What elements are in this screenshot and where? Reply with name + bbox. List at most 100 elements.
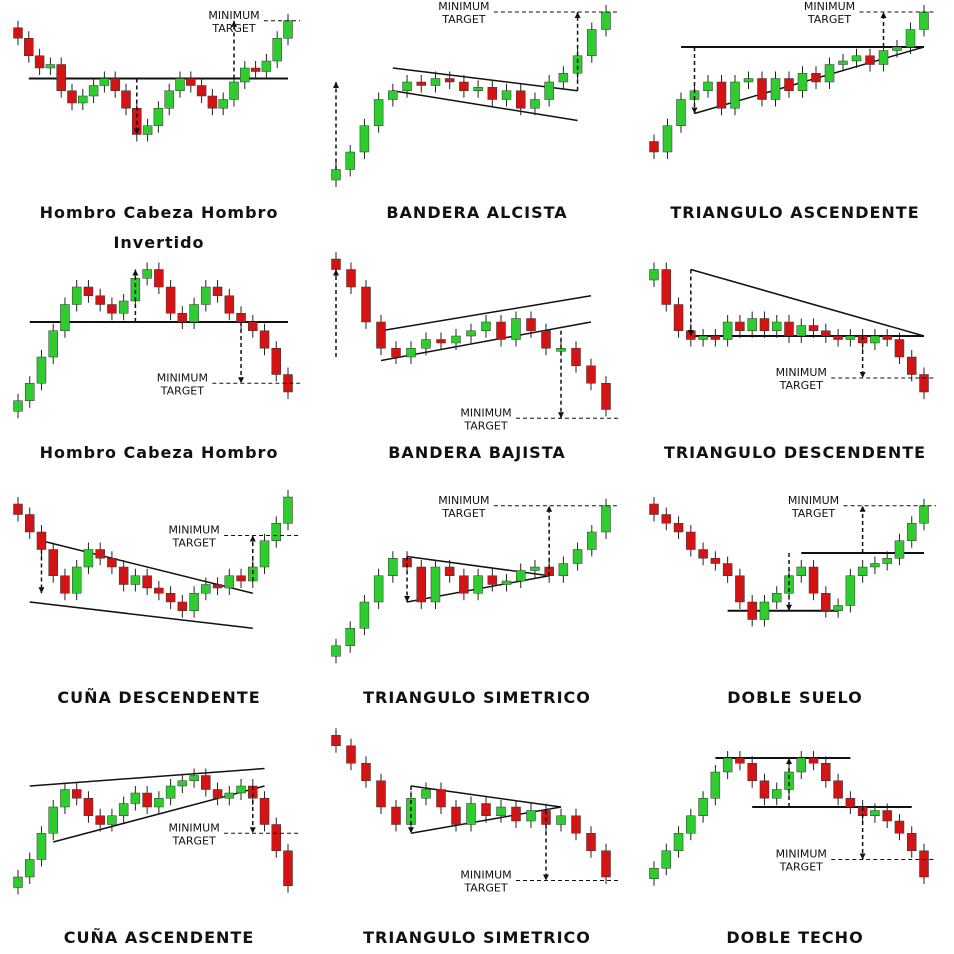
bearish-candle — [121, 90, 131, 109]
minimum-target-label: MINIMUM — [460, 406, 511, 419]
bearish-candle — [107, 558, 117, 568]
bullish-candle — [919, 11, 929, 30]
pattern-title: TRIANGULO ASCENDENTE — [636, 198, 954, 228]
bullish-candle — [430, 78, 441, 86]
bearish-candle — [487, 575, 498, 585]
bearish-candle — [894, 339, 905, 358]
bearish-candle — [165, 593, 176, 603]
bearish-candle — [759, 318, 770, 331]
pattern-title: BANDERA ALCISTA — [318, 198, 636, 228]
bullish-candle — [153, 108, 164, 126]
bearish-candle — [236, 313, 246, 323]
bullish-candle — [511, 318, 521, 340]
bearish-candle — [177, 313, 188, 323]
bullish-candle — [530, 99, 540, 109]
bullish-candle — [710, 771, 721, 799]
bearish-candle — [250, 67, 261, 72]
bullish-candle — [797, 73, 808, 91]
bullish-candle — [796, 325, 807, 337]
bullish-candle — [743, 78, 754, 83]
arrow-head-icon — [333, 269, 339, 276]
bullish-candle — [587, 29, 597, 56]
pattern-title: Hombro Cabeza Hombro Invertido — [0, 198, 318, 258]
pattern-title-line: TRIANGULO DESCENDENTE — [663, 443, 927, 462]
bullish-candle — [771, 321, 782, 331]
pattern-panel: MINIMUM TARGET Hombro Cabeza Hombro — [0, 240, 318, 485]
bearish-candle — [511, 806, 521, 822]
bearish-candle — [735, 757, 745, 764]
bearish-candle — [83, 286, 94, 296]
bearish-candle — [882, 335, 892, 340]
bearish-candle — [13, 27, 23, 39]
bearish-candle — [833, 780, 843, 799]
bullish-candle — [770, 78, 781, 100]
bearish-candle — [515, 90, 526, 109]
pattern-title-line: CUÑA DESCENDENTE — [57, 688, 261, 707]
arrow-head-icon — [786, 604, 792, 611]
arrow-head-icon — [859, 853, 866, 860]
minimum-target-label: MINIMUM — [460, 869, 511, 882]
bullish-candle — [130, 792, 141, 804]
bearish-candle — [118, 566, 129, 585]
bearish-candle — [236, 575, 246, 582]
bullish-candle — [359, 601, 370, 629]
bearish-candle — [906, 356, 917, 375]
bullish-candle — [870, 563, 880, 568]
minimum-target-label: TARGET — [779, 379, 824, 392]
bullish-candle — [698, 335, 708, 340]
bearish-candle — [60, 575, 70, 594]
bearish-candle — [259, 798, 270, 825]
pattern-title: DOBLE TECHO — [636, 923, 954, 953]
bullish-candle — [142, 125, 153, 135]
bearish-candle — [13, 503, 23, 515]
pattern-panel: MINIMUM TARGET TRIANGULO SIMETRICO — [318, 725, 636, 954]
bearish-candle — [346, 745, 356, 764]
bearish-candle — [331, 735, 341, 746]
bearish-candle — [845, 798, 856, 808]
pattern-panel: MINIMUM TARGET BANDERA BAJISTA — [318, 240, 636, 485]
pattern-panel: MINIMUM TARGET CUÑA DESCENDENTE — [0, 485, 318, 725]
bullish-candle — [261, 60, 272, 72]
bearish-candle — [459, 81, 469, 91]
bullish-candle — [189, 775, 199, 781]
bullish-candle — [283, 496, 293, 524]
bullish-candle — [48, 330, 58, 358]
pattern-title: BANDERA BAJISTA — [318, 438, 636, 468]
bullish-candle — [649, 868, 659, 879]
bullish-candle — [388, 558, 398, 576]
bearish-candle — [808, 325, 819, 331]
bullish-candle — [515, 570, 526, 582]
bullish-candle — [833, 605, 843, 611]
arrow-head-icon — [880, 12, 887, 18]
bullish-candle — [224, 792, 235, 799]
pattern-title-line: Hombro Cabeza Hombro — [39, 203, 279, 222]
pattern-panel: MINIMUM TARGET Hombro Cabeza Hombro Inverti… — [0, 0, 318, 252]
pattern-title: TRIANGULO DESCENDENTE — [636, 438, 954, 468]
arrow-head-icon — [231, 20, 237, 27]
bearish-candle — [107, 304, 117, 314]
bullish-candle — [686, 815, 696, 834]
pattern-panel: MINIMUM TARGET DOBLE TECHO — [636, 725, 954, 954]
bearish-candle — [784, 321, 794, 337]
arrow-head-icon — [543, 874, 549, 881]
pattern-title-line: TRIANGULO SIMETRICO — [363, 688, 591, 707]
bullish-candle — [473, 87, 483, 91]
minimum-target-label: TARGET — [160, 384, 205, 397]
bullish-candle — [673, 833, 684, 851]
trend-line — [29, 767, 265, 787]
arrow-head-icon — [687, 330, 694, 336]
bearish-candle — [391, 348, 401, 358]
bearish-candle — [271, 824, 282, 851]
bullish-candle — [331, 645, 341, 657]
bullish-candle — [13, 876, 23, 888]
bearish-candle — [110, 78, 120, 91]
bullish-candle — [676, 99, 686, 126]
minimum-target-label: TARGET — [791, 507, 836, 520]
bearish-candle — [526, 318, 536, 331]
bullish-candle — [164, 90, 174, 109]
bearish-candle — [436, 339, 446, 344]
